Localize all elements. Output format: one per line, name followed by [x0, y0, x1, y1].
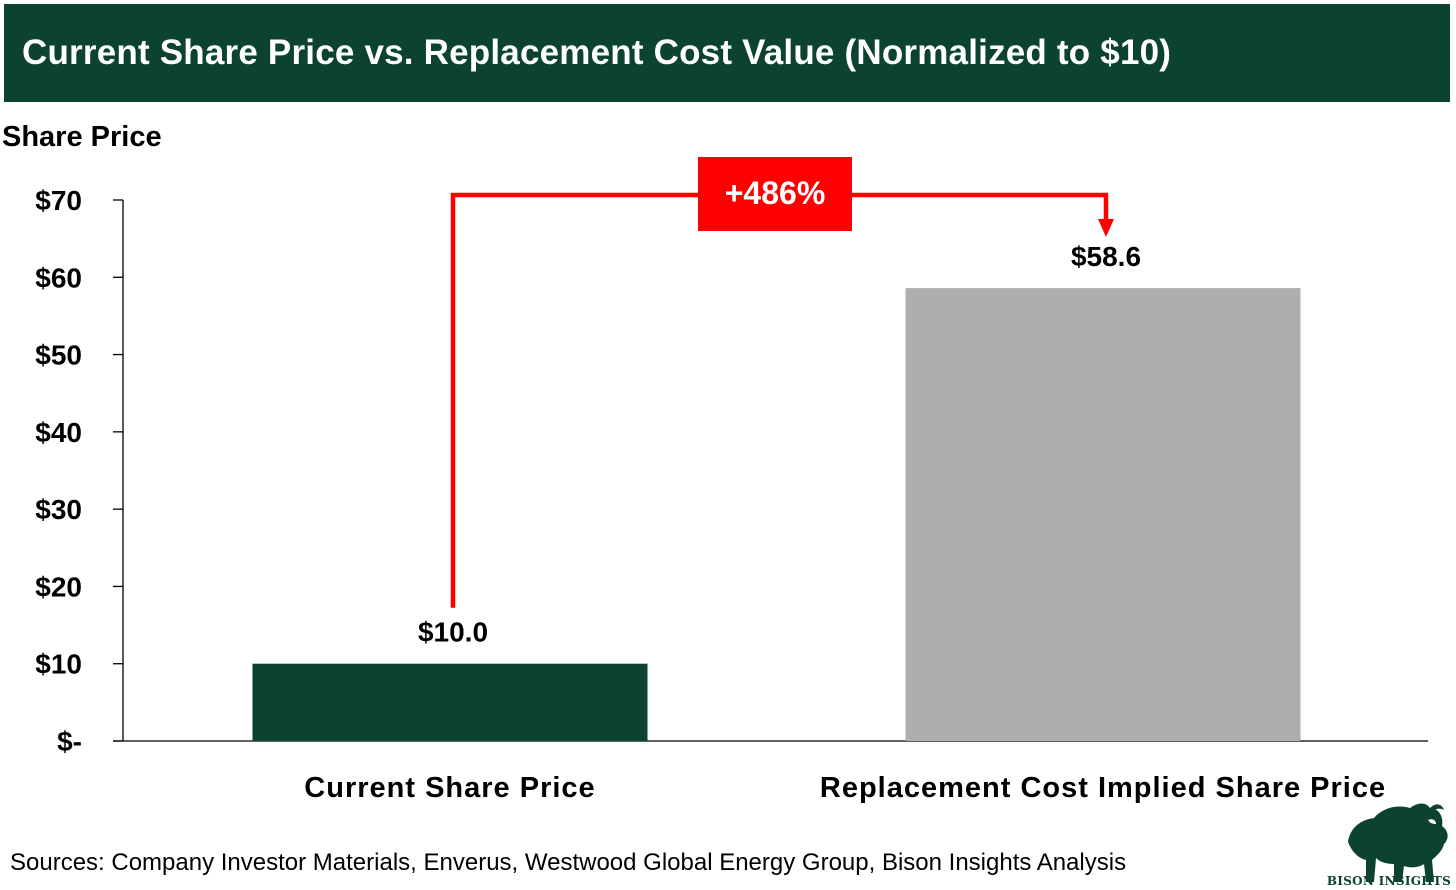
- brand-logo-text: BISON INSIGHTS: [1326, 874, 1452, 888]
- y-axis-label: Share Price: [2, 121, 162, 153]
- y-tick-label: $10: [35, 649, 82, 680]
- y-tick-label: $70: [35, 185, 82, 216]
- y-tick-label: $50: [35, 340, 82, 371]
- y-tick-label: $-: [57, 726, 82, 757]
- growth-badge-label: +486%: [725, 175, 826, 211]
- title-banner: Current Share Price vs. Replacement Cost…: [4, 4, 1450, 102]
- y-tick-label: $60: [35, 262, 82, 293]
- data-label: $10.0: [418, 617, 488, 648]
- x-tick-label: Current Share Price: [304, 772, 595, 804]
- bison-icon: [1348, 803, 1448, 882]
- data-label: $58.6: [1071, 241, 1141, 272]
- y-tick-label: $40: [35, 417, 82, 448]
- x-tick-label: Replacement Cost Implied Share Price: [820, 772, 1386, 804]
- y-tick-label: $30: [35, 494, 82, 525]
- y-tick-label: $20: [35, 571, 82, 602]
- sources-note: Sources: Company Investor Materials, Env…: [10, 849, 1127, 876]
- bar: [905, 288, 1301, 741]
- chart-title: Current Share Price vs. Replacement Cost…: [22, 33, 1172, 72]
- growth-arrow-head: [1098, 219, 1114, 237]
- bar: [252, 663, 648, 741]
- growth-badge: [698, 157, 852, 231]
